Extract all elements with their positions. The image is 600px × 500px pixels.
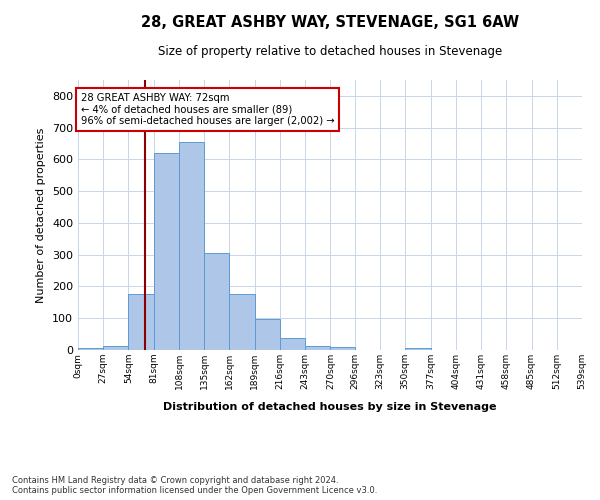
Bar	[179, 142, 204, 350]
Bar	[305, 346, 331, 350]
Bar	[204, 253, 229, 350]
Bar	[229, 294, 255, 350]
Bar	[128, 294, 154, 350]
Bar	[78, 348, 103, 350]
Text: Distribution of detached houses by size in Stevenage: Distribution of detached houses by size …	[163, 402, 497, 412]
Text: Size of property relative to detached houses in Stevenage: Size of property relative to detached ho…	[158, 45, 502, 58]
Bar	[405, 348, 431, 350]
Bar	[280, 338, 305, 350]
Bar	[154, 153, 179, 350]
Y-axis label: Number of detached properties: Number of detached properties	[37, 128, 46, 302]
Text: 28 GREAT ASHBY WAY: 72sqm
← 4% of detached houses are smaller (89)
96% of semi-d: 28 GREAT ASHBY WAY: 72sqm ← 4% of detach…	[81, 92, 334, 126]
Bar	[331, 347, 355, 350]
Text: Contains HM Land Registry data © Crown copyright and database right 2024.
Contai: Contains HM Land Registry data © Crown c…	[12, 476, 377, 495]
Bar	[255, 319, 280, 350]
Text: 28, GREAT ASHBY WAY, STEVENAGE, SG1 6AW: 28, GREAT ASHBY WAY, STEVENAGE, SG1 6AW	[141, 15, 519, 30]
Bar	[103, 346, 128, 350]
